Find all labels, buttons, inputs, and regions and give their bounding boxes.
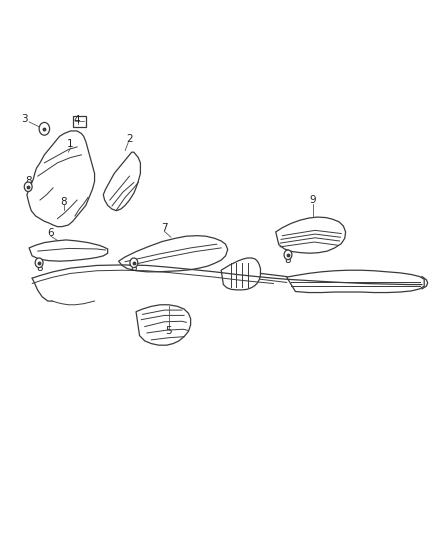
Text: 8: 8 bbox=[285, 255, 291, 264]
Text: 5: 5 bbox=[166, 326, 172, 336]
Text: 4: 4 bbox=[74, 115, 81, 125]
Text: 8: 8 bbox=[61, 197, 67, 207]
Text: 8: 8 bbox=[25, 176, 32, 186]
Text: 7: 7 bbox=[161, 223, 168, 233]
Polygon shape bbox=[276, 217, 346, 253]
Text: 9: 9 bbox=[310, 195, 316, 205]
Polygon shape bbox=[136, 305, 191, 345]
Circle shape bbox=[284, 250, 292, 260]
Circle shape bbox=[24, 182, 32, 191]
Text: 6: 6 bbox=[48, 228, 54, 238]
Circle shape bbox=[35, 258, 43, 268]
Text: 8: 8 bbox=[36, 263, 42, 273]
Polygon shape bbox=[287, 270, 424, 293]
Circle shape bbox=[39, 123, 49, 135]
Polygon shape bbox=[27, 131, 95, 227]
Text: 2: 2 bbox=[126, 134, 133, 144]
Text: 3: 3 bbox=[21, 114, 28, 124]
Circle shape bbox=[130, 258, 138, 268]
FancyBboxPatch shape bbox=[73, 116, 86, 127]
Polygon shape bbox=[119, 236, 228, 272]
Polygon shape bbox=[221, 258, 261, 290]
Polygon shape bbox=[103, 152, 141, 211]
Text: 8: 8 bbox=[131, 263, 137, 272]
Text: 1: 1 bbox=[67, 139, 74, 149]
Polygon shape bbox=[29, 240, 108, 261]
